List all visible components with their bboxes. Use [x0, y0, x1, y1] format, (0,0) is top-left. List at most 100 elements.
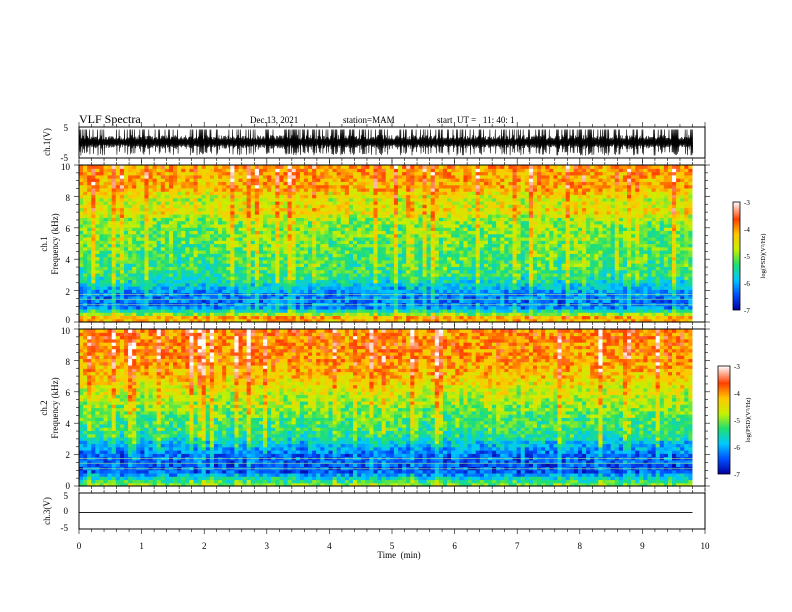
ch1-spectrogram-cell — [435, 165, 440, 169]
ch1-spectrogram-cell — [406, 165, 411, 169]
ch1-spectrogram-cell — [95, 165, 100, 169]
ch1-spectrogram-cell — [292, 165, 297, 169]
ch1-spectrogram-cell — [484, 165, 489, 169]
ch1-spectrogram-cell — [181, 165, 186, 169]
ch1-spectrogram-cell — [349, 165, 354, 169]
ch1-spectrogram-panel: 0 2 4 6 8 10 ch.1 Frequency (kHz) -3 -4 … — [39, 162, 767, 325]
ch1-spectrogram-cell — [402, 165, 407, 169]
ch1-spectrogram-cell — [189, 165, 194, 169]
ch1-spectrogram-cell — [198, 165, 203, 169]
ch1-spectrogram-cell — [157, 165, 162, 169]
ch1-spectrogram-cell — [300, 165, 305, 169]
ch1-spectrogram-cell — [251, 165, 256, 169]
ch1-spectrogram-image — [79, 165, 705, 323]
ch1-spectrogram-cell — [165, 165, 170, 169]
ch1-spectrogram-cell — [153, 165, 158, 169]
ch1-spectrogram-cell — [488, 165, 493, 169]
ch1-spectrogram-cell — [390, 165, 395, 169]
ch1-spectrogram-cell — [468, 165, 473, 169]
ch1-spectrogram-cell — [316, 165, 321, 169]
ch1-spectrogram-cell — [463, 165, 468, 169]
ch1-spectrogram-cell — [226, 165, 231, 169]
ch1-spectrogram-cell — [169, 165, 174, 169]
ch1-spectrogram-cell — [333, 165, 338, 169]
ch1-spectrogram-cell — [386, 165, 391, 169]
ch1-spectrogram-cell — [259, 165, 264, 169]
ch1-spectrogram-cell — [194, 165, 199, 169]
ch1-spectrogram-cell — [447, 165, 452, 169]
ch1-spectrogram-cell — [83, 165, 88, 169]
ch1-spectrogram-cell — [247, 165, 252, 169]
ch1-spectrogram-cell — [431, 165, 436, 169]
ch1-spectrogram-cell — [337, 165, 342, 169]
ch1-waveform-panel: 5 -5 ch.1(V) — [42, 123, 705, 163]
ch1-spectrogram-cell — [353, 165, 358, 169]
ch1-spectrogram-cell — [365, 165, 370, 169]
ch1-spectrogram-cell — [91, 165, 96, 169]
date-label: Dec.13, 2021 — [250, 115, 298, 125]
ch1-spectrogram-cell — [230, 165, 235, 169]
figure-title: VLF Spectra — [79, 112, 141, 126]
ch1-spectrogram-cell — [255, 165, 260, 169]
ch1-spectrogram-cell — [267, 165, 272, 169]
start-ut-label: start UT = 11: 40: 1 — [437, 115, 515, 125]
ch1-spectrogram-cell — [296, 165, 301, 169]
ch1-spectrogram-cell — [369, 165, 374, 169]
ch1-spectrogram-cell — [120, 165, 125, 169]
ch1-spectrogram-cell — [124, 165, 129, 169]
ch1-spectrogram-cell — [149, 165, 154, 169]
ch1-spectrogram-cell — [312, 165, 317, 169]
ch1-spectrogram-cell — [427, 165, 432, 169]
ch1-spectrogram-cell — [324, 165, 329, 169]
ch1-spectrogram-cell — [476, 165, 481, 169]
ch1-spectrogram-cell — [112, 165, 117, 169]
ch1-spectrogram-cell — [128, 165, 133, 169]
ch1-spectrogram-cell — [373, 165, 378, 169]
ch1-spectrogram-cell — [210, 165, 215, 169]
ch1-spectrogram-cell — [132, 165, 137, 169]
ch1-spectrogram-cell — [234, 165, 239, 169]
ch1-waveform-ytick-top: 5 — [64, 123, 69, 133]
ch1-spectrogram-cell — [414, 165, 419, 169]
ch1-spectrogram-cell — [140, 165, 145, 169]
ch1-spectrogram-cell — [308, 165, 313, 169]
ch1-spectrogram-cell — [136, 165, 141, 169]
ch1-spectrogram-cell — [173, 165, 178, 169]
ch1-spectrogram-cell — [116, 165, 121, 169]
ch1-spectrogram-cell — [263, 165, 268, 169]
ch1-spectrogram-cell — [439, 165, 444, 169]
ch1-spectrogram-cell — [394, 165, 399, 169]
ch1-spectrogram-cell — [279, 165, 284, 169]
ch1-spectrogram-cell — [496, 165, 501, 169]
ch1-spectrogram-cell — [239, 165, 244, 169]
ch1-spectrogram-cell — [304, 165, 309, 169]
ch1-spectrogram-cell — [104, 165, 109, 169]
ch1-spectrogram-cell — [144, 165, 149, 169]
ch1-spectrogram-cell — [271, 165, 276, 169]
ch1-spectrogram-cell — [480, 165, 485, 169]
station-label: station=MAM — [343, 115, 395, 125]
ch1-spectrogram-cell — [202, 165, 207, 169]
ch1-spectrogram-cell — [451, 165, 456, 169]
ch1-spectrogram-cell — [206, 165, 211, 169]
ch1-spectrogram-cell — [243, 165, 248, 169]
ch1-spectrogram-cell — [218, 165, 223, 169]
ch1-spectrogram-cell — [275, 165, 280, 169]
ch1-spectrogram-cell — [345, 165, 350, 169]
ch1-spectrogram-cell — [288, 165, 293, 169]
ch1-spectrogram-cell — [161, 165, 166, 169]
ch1-spectrogram-cell — [361, 165, 366, 169]
ch1-spectrogram-cell — [443, 165, 448, 169]
ch1-spectrogram-cell — [177, 165, 182, 169]
ch1-spectrogram-cell — [214, 165, 219, 169]
ch1-spectrogram-cell — [382, 165, 387, 169]
ch1-spectrogram-cell — [99, 165, 104, 169]
ch1-spectrogram-cell — [222, 165, 227, 169]
ch1-spectrogram-cell — [79, 165, 84, 169]
ch1-spectrogram-cell — [320, 165, 325, 169]
ch1-spectrogram-cell — [492, 165, 497, 169]
ch1-spectrogram-cell — [459, 165, 464, 169]
ch1-spectrogram-cell — [455, 165, 460, 169]
ch1-spectrogram-cell — [341, 165, 346, 169]
